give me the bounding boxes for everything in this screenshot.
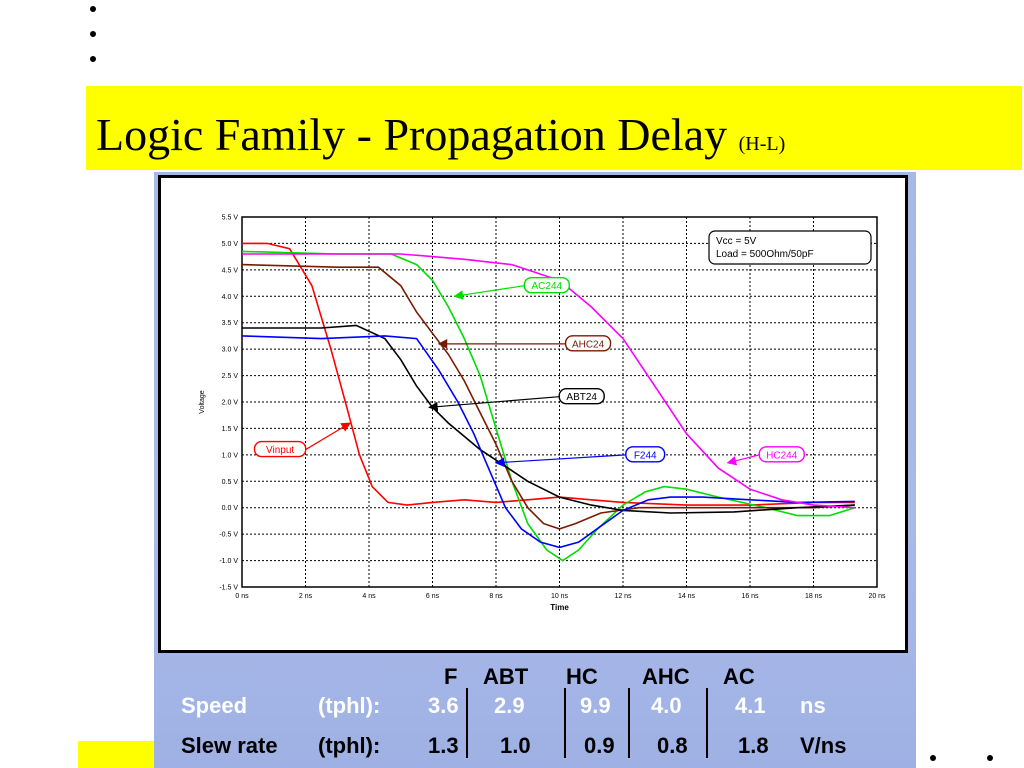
callout-arrow — [726, 454, 760, 466]
x-tick-label: 20 ns — [868, 593, 886, 600]
y-tick-label: 3.5 V — [222, 320, 239, 327]
speed-unit: ns — [800, 693, 826, 718]
series-line-vinput — [242, 242, 855, 506]
x-tick-label: 8 ns — [489, 593, 503, 600]
y-tick-label: 5.5 V — [222, 215, 239, 222]
title-main: Logic Family - Propagation Delay — [96, 109, 728, 160]
y-tick-label: 0.0 V — [222, 505, 239, 512]
title-suffix: (H-L) — [738, 133, 786, 155]
y-tick-label: -1.5 V — [219, 585, 238, 592]
speed-hc: 9.9 — [580, 693, 611, 718]
annotation-line: Vcc = 5V — [716, 236, 757, 247]
y-tick-label: 4.5 V — [222, 267, 239, 274]
annotation-box — [708, 230, 872, 265]
callout-box — [758, 446, 805, 463]
x-tick-label: 0 ns — [235, 593, 249, 600]
series-line-f244 — [241, 335, 855, 549]
series-label-ahc24: AHC24 — [572, 339, 605, 350]
y-tick-label: 2.0 V — [222, 400, 239, 407]
slew-ahc: 0.8 — [657, 733, 688, 758]
bullet-dot — [90, 6, 96, 12]
x-tick-label: 16 ns — [741, 593, 759, 600]
y-tick-label: 5.0 V — [222, 241, 239, 248]
series-label-hc244: HC244 — [766, 450, 798, 461]
slew-param: (tphl): — [318, 733, 381, 758]
column-divider — [466, 688, 468, 758]
series-line-ac244 — [241, 250, 856, 562]
y-tick-label: 2.5 V — [222, 373, 239, 380]
series-line-abt24 — [242, 324, 855, 514]
bullet-list — [86, 6, 100, 81]
column-divider — [706, 688, 708, 758]
column-divider — [564, 688, 566, 758]
x-tick-label: 10 ns — [551, 593, 569, 600]
series-line-ahc24 — [241, 263, 855, 530]
slew-f: 1.3 — [428, 733, 459, 758]
slew-abt: 1.0 — [500, 733, 531, 758]
header-ac: AC — [723, 664, 755, 689]
callout-arrow — [428, 396, 560, 412]
header-abt: ABT — [483, 664, 529, 689]
series-label-ac244: AC244 — [532, 281, 563, 292]
y-tick-label: 1.0 V — [222, 452, 239, 459]
callout-box — [253, 440, 307, 458]
y-tick-label: 3.0 V — [222, 347, 239, 354]
speed-param: (tphl): — [318, 693, 381, 718]
x-tick-label: 2 ns — [299, 593, 313, 600]
series-label-vinput: Vinput — [266, 445, 294, 456]
slide-title: Logic Family - Propagation Delay (H-L) — [96, 108, 785, 161]
callout-arrow — [305, 422, 351, 451]
series-label-abt24: ABT24 — [566, 392, 597, 403]
series-label-f244: F244 — [634, 450, 657, 461]
speed-ac: 4.1 — [735, 693, 766, 718]
speed-abt: 2.9 — [494, 693, 525, 718]
footer-dot — [930, 755, 936, 761]
y-tick-label: 1.5 V — [222, 426, 239, 433]
x-tick-label: 14 ns — [678, 593, 696, 600]
y-tick-label: 4.0 V — [222, 294, 239, 301]
slew-ac: 1.8 — [738, 733, 769, 758]
bullet-dot — [90, 31, 96, 37]
series-line-hc244 — [242, 253, 855, 509]
annotation-line: Load = 500Ohm/50pF — [716, 249, 814, 260]
header-f: F — [444, 664, 458, 689]
speed-label: Speed — [181, 693, 248, 718]
title-bar — [86, 86, 1022, 170]
callout-box — [558, 388, 605, 405]
callout-box — [625, 446, 666, 463]
slew-hc: 0.9 — [584, 733, 615, 758]
header-hc: HC — [566, 664, 598, 689]
y-tick-label: -1.0 V — [219, 558, 238, 565]
x-tick-label: 18 ns — [805, 593, 823, 600]
bottom-yellow-bar — [78, 741, 160, 768]
voltage-time-chart: 5.5 V 5.0 V 4.5 V 4.0 V 3.5 V 3.0 V 2.5 V 2.0 V… — [199, 215, 886, 613]
x-tick-label: 4 ns — [362, 593, 376, 600]
y-tick-label: 0.5 V — [222, 479, 239, 486]
column-divider — [628, 688, 630, 758]
y-axis-label: Voltage — [199, 390, 206, 413]
x-axis-label: Time — [550, 603, 569, 612]
header-ahc: AHC — [642, 664, 690, 689]
bullet-dot — [90, 56, 96, 62]
y-tick-label: -0.5 V — [219, 532, 238, 539]
callout-box — [564, 335, 612, 352]
speed-f: 3.6 — [428, 693, 459, 718]
x-tick-label: 12 ns — [614, 593, 632, 600]
slew-label: Slew rate — [181, 733, 278, 758]
speed-ahc: 4.0 — [651, 693, 682, 718]
x-tick-label: 6 ns — [426, 593, 440, 600]
callout-box — [523, 277, 570, 294]
callout-arrow — [453, 285, 525, 300]
footer-dot — [987, 755, 993, 761]
slew-unit: V/ns — [800, 733, 847, 758]
callout-arrow — [494, 454, 626, 468]
